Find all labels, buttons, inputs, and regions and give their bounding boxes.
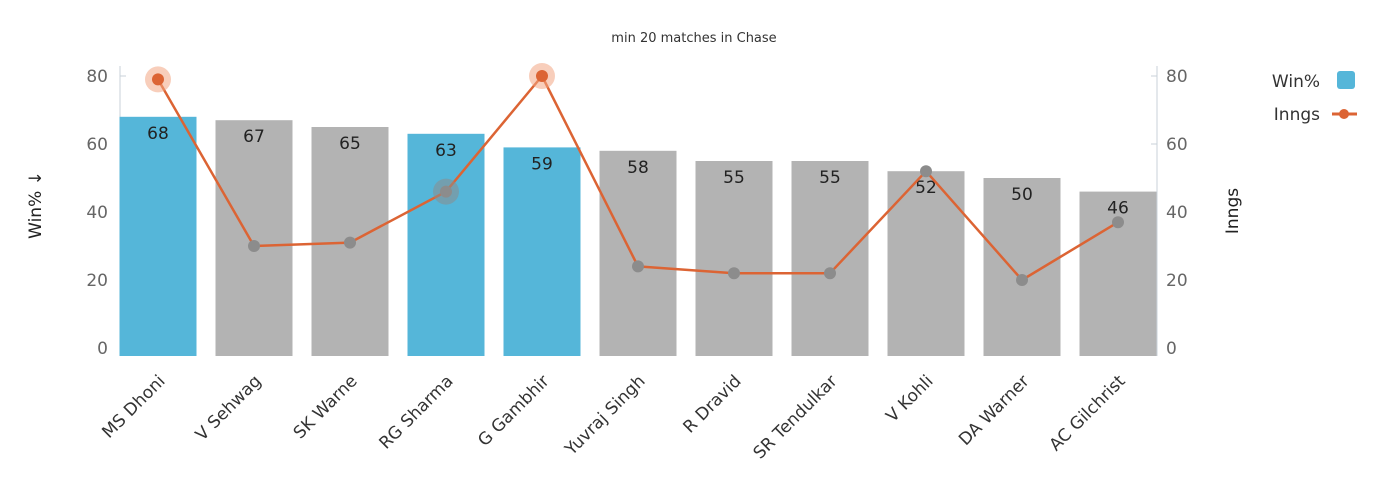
bar-data-label: 52	[915, 178, 937, 198]
bar[interactable]	[983, 178, 1061, 356]
line-point[interactable]	[1112, 216, 1124, 229]
y-axis-tick-label: 40	[86, 203, 108, 223]
line-point[interactable]	[728, 267, 740, 280]
legend[interactable]: Win% Inngs	[1272, 71, 1357, 125]
bar[interactable]	[503, 147, 581, 356]
bar-data-label: 67	[243, 127, 265, 147]
x-axis-tick-label: SK Warne	[290, 371, 362, 443]
bar-data-label: 58	[627, 158, 649, 178]
bar-data-label: 50	[1011, 185, 1033, 205]
y2-axis-title: Inngs	[1223, 188, 1243, 234]
legend-dot-icon	[1339, 109, 1349, 119]
y-axis-tick-label: 80	[86, 67, 108, 87]
line-point[interactable]	[152, 73, 164, 86]
x-axis-tick-label: V Kohli	[882, 371, 937, 426]
x-axis-tick-label: DA Warner	[955, 371, 1033, 449]
y-axis-title: Win% ↓	[26, 171, 46, 239]
y-axis: 0 20 40 60 80	[86, 66, 126, 359]
y2-axis-tick-label: 20	[1166, 271, 1188, 291]
x-axis: MS Dhoni V Sehwag SK Warne RG Sharma G Gambh…	[98, 371, 1129, 463]
y2-axis-tick-label: 60	[1166, 135, 1188, 155]
x-axis-tick-label: G Gambhir	[474, 371, 553, 450]
bar[interactable]	[599, 150, 677, 356]
bar-data-label: 46	[1107, 199, 1129, 219]
x-axis-tick-label: V Sehwag	[192, 371, 266, 445]
line-point[interactable]	[824, 267, 836, 280]
legend-label-inngs: Inngs	[1274, 105, 1320, 125]
bar-data-label: 55	[819, 168, 841, 188]
x-axis-tick-label: R Dravid	[680, 371, 746, 437]
bar[interactable]	[215, 120, 293, 356]
y-axis-tick-label: 60	[86, 135, 108, 155]
line-point[interactable]	[1016, 274, 1028, 286]
y-axis-tick-label: 0	[97, 339, 108, 359]
line-point[interactable]	[440, 185, 452, 198]
bar-data-label: 55	[723, 168, 745, 188]
line-point[interactable]	[536, 70, 548, 82]
line-point[interactable]	[632, 260, 644, 273]
bar-data-labels: 68 67 65 63 59 58 55 55 52 50 46	[147, 124, 1129, 219]
y2-axis: 0 20 40 60 80	[1151, 66, 1188, 359]
x-axis-tick-label: SR Tendulkar	[750, 371, 842, 463]
chart-subtitle: min 20 matches in Chase	[611, 31, 776, 46]
y2-axis-tick-label: 40	[1166, 203, 1188, 223]
bar[interactable]	[791, 161, 869, 356]
x-axis-tick-label: AC Gilchrist	[1046, 371, 1130, 455]
bar-series	[119, 116, 1157, 356]
legend-swatch-square-icon[interactable]	[1337, 71, 1355, 89]
bar[interactable]	[695, 161, 773, 356]
legend-label-win-pct: Win%	[1272, 72, 1320, 92]
y2-axis-tick-label: 80	[1166, 67, 1188, 87]
line-point[interactable]	[344, 236, 356, 249]
bar[interactable]	[407, 133, 485, 356]
x-axis-tick-label: Yuvraj Singh	[561, 371, 650, 460]
line-point[interactable]	[248, 240, 260, 252]
bar-data-label: 63	[435, 141, 457, 161]
line-series	[145, 63, 1124, 286]
x-axis-tick-label: MS Dhoni	[98, 371, 169, 442]
y-axis-tick-label: 20	[86, 271, 108, 291]
bar[interactable]	[119, 116, 197, 356]
x-axis-tick-label: RG Sharma	[375, 371, 457, 453]
bar-data-label: 68	[147, 124, 169, 144]
line-point[interactable]	[920, 165, 932, 178]
y2-axis-tick-label: 0	[1166, 339, 1177, 359]
bar-data-label: 65	[339, 134, 361, 154]
bar-data-label: 59	[531, 154, 553, 174]
